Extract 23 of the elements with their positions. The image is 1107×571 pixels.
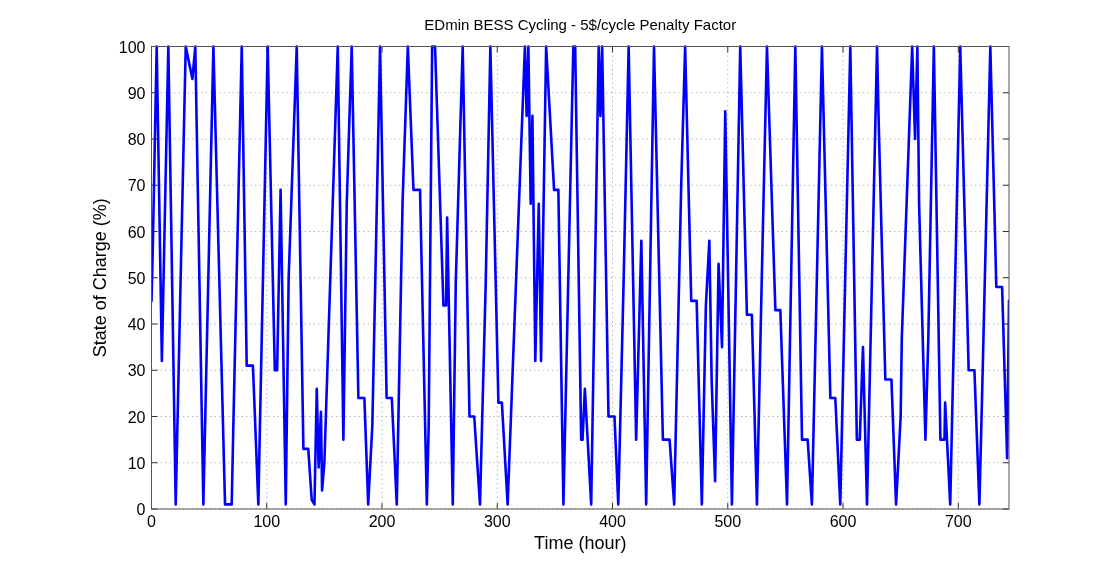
chart-title: EDmin BESS Cycling - 5$/cycle Penalty Factor [424,16,737,33]
x-axis-title: Time (hour) [534,533,627,553]
x-tick-label: 600 [829,513,857,530]
y-axis-title: State of Charge (%) [90,198,110,358]
y-tick-label: 30 [127,362,146,380]
x-tick-label: 700 [944,513,972,530]
y-tick-label: 10 [127,454,146,472]
y-tick-label: 60 [127,223,146,241]
x-tick-label: 100 [253,513,281,530]
y-tick-label: 80 [127,131,146,148]
x-tick-label: 500 [714,513,742,530]
y-tick-label: 90 [127,84,146,102]
y-tick-label: 40 [127,316,146,333]
x-tick-label: 300 [483,513,511,530]
y-tick-label: 100 [118,38,146,56]
y-tick-label: 0 [136,501,146,518]
y-tick-label: 70 [127,177,146,195]
x-tick-label: 0 [147,513,157,530]
x-tick-label: 200 [368,513,396,530]
line-series [151,45,1009,506]
x-tick-label: 400 [599,513,626,530]
y-tick-label: 50 [127,269,146,287]
y-tick-label: 20 [127,408,146,426]
